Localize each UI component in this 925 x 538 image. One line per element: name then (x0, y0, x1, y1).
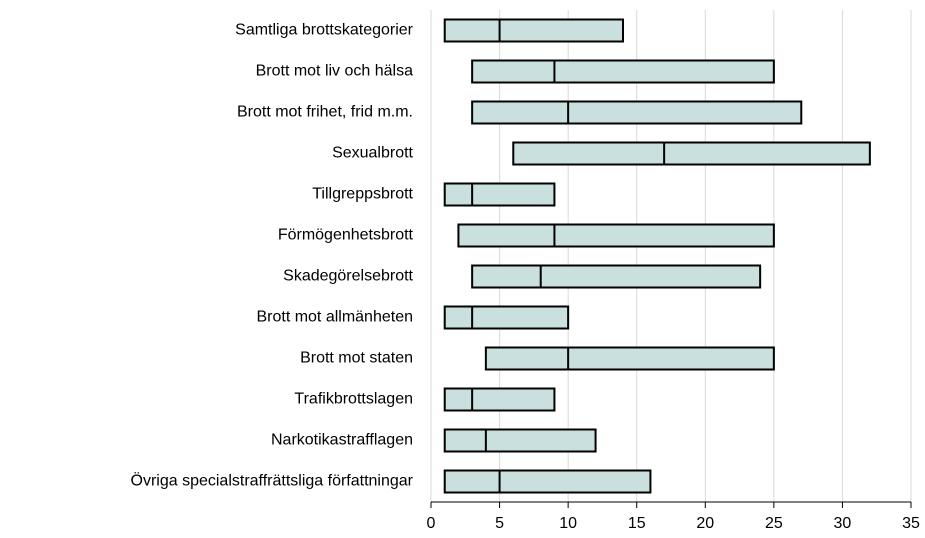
y-tick-label: Narkotikastrafflagen (271, 432, 413, 449)
range-bar (471, 100, 803, 125)
x-tick-label: 20 (696, 515, 714, 532)
x-tick-label: 10 (559, 515, 577, 532)
range-bar (443, 469, 652, 494)
y-tick-label: Skadegörelsebrott (283, 268, 413, 285)
x-tick-label: 0 (427, 515, 436, 532)
x-tick-label: 35 (902, 515, 920, 532)
y-tick-label: Sexualbrott (332, 145, 413, 162)
x-tick-label: 30 (834, 515, 852, 532)
range-bar (471, 59, 775, 84)
range-bar (443, 428, 597, 453)
x-tick-label: 25 (765, 515, 783, 532)
y-tick-label: Brott mot frihet, frid m.m. (237, 104, 413, 121)
y-tick-label: Brott mot allmänheten (256, 309, 413, 326)
x-tick-label: 5 (495, 515, 504, 532)
y-tick-label: Tillgreppsbrott (312, 186, 413, 203)
y-tick-label: Brott mot staten (300, 350, 413, 367)
y-tick-label: Förmögenhetsbrott (278, 227, 414, 244)
range-bar (484, 346, 775, 371)
y-tick-label: Samtliga brottskategorier (235, 22, 414, 39)
range-bar (443, 387, 556, 412)
range-bar (443, 18, 625, 43)
y-tick-label: Övriga specialstraffrättsliga författnin… (131, 472, 414, 490)
range-bar (443, 305, 570, 330)
range-bar (512, 141, 871, 166)
range-bar (457, 223, 775, 248)
x-tick-label: 15 (628, 515, 646, 532)
y-tick-label: Brott mot liv och hälsa (256, 63, 414, 80)
range-bar (443, 182, 556, 207)
range-bar (471, 264, 762, 289)
y-tick-label: Trafikbrottslagen (294, 391, 413, 408)
